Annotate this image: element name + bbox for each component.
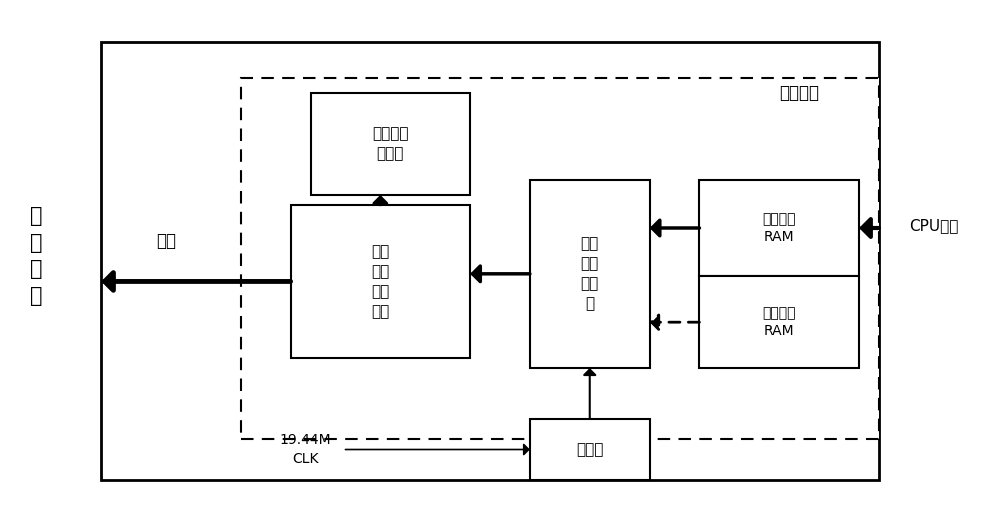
Text: 第二双口
RAM: 第二双口 RAM bbox=[762, 306, 796, 338]
Bar bbox=[311, 93, 470, 195]
Text: 输出: 输出 bbox=[156, 232, 176, 250]
Bar bbox=[101, 42, 879, 480]
Bar bbox=[291, 205, 470, 358]
Text: 宽
带
总
线: 宽 带 总 线 bbox=[30, 206, 43, 306]
Bar bbox=[699, 276, 859, 368]
Text: 放音选择
控制器: 放音选择 控制器 bbox=[372, 126, 409, 161]
Bar bbox=[699, 180, 859, 276]
Text: 音频
数据
放送
模块: 音频 数据 放送 模块 bbox=[371, 244, 389, 318]
Text: 播放装置: 播放装置 bbox=[779, 84, 819, 102]
Text: 计数器: 计数器 bbox=[576, 442, 603, 457]
Text: CPU写入: CPU写入 bbox=[909, 218, 958, 233]
Bar bbox=[530, 180, 650, 368]
Text: 19.44M
CLK: 19.44M CLK bbox=[280, 433, 331, 466]
Text: 第一双口
RAM: 第一双口 RAM bbox=[762, 212, 796, 244]
Bar bbox=[241, 78, 879, 439]
Text: 通道
数据
寄存
器: 通道 数据 寄存 器 bbox=[581, 237, 599, 311]
Bar bbox=[530, 419, 650, 480]
